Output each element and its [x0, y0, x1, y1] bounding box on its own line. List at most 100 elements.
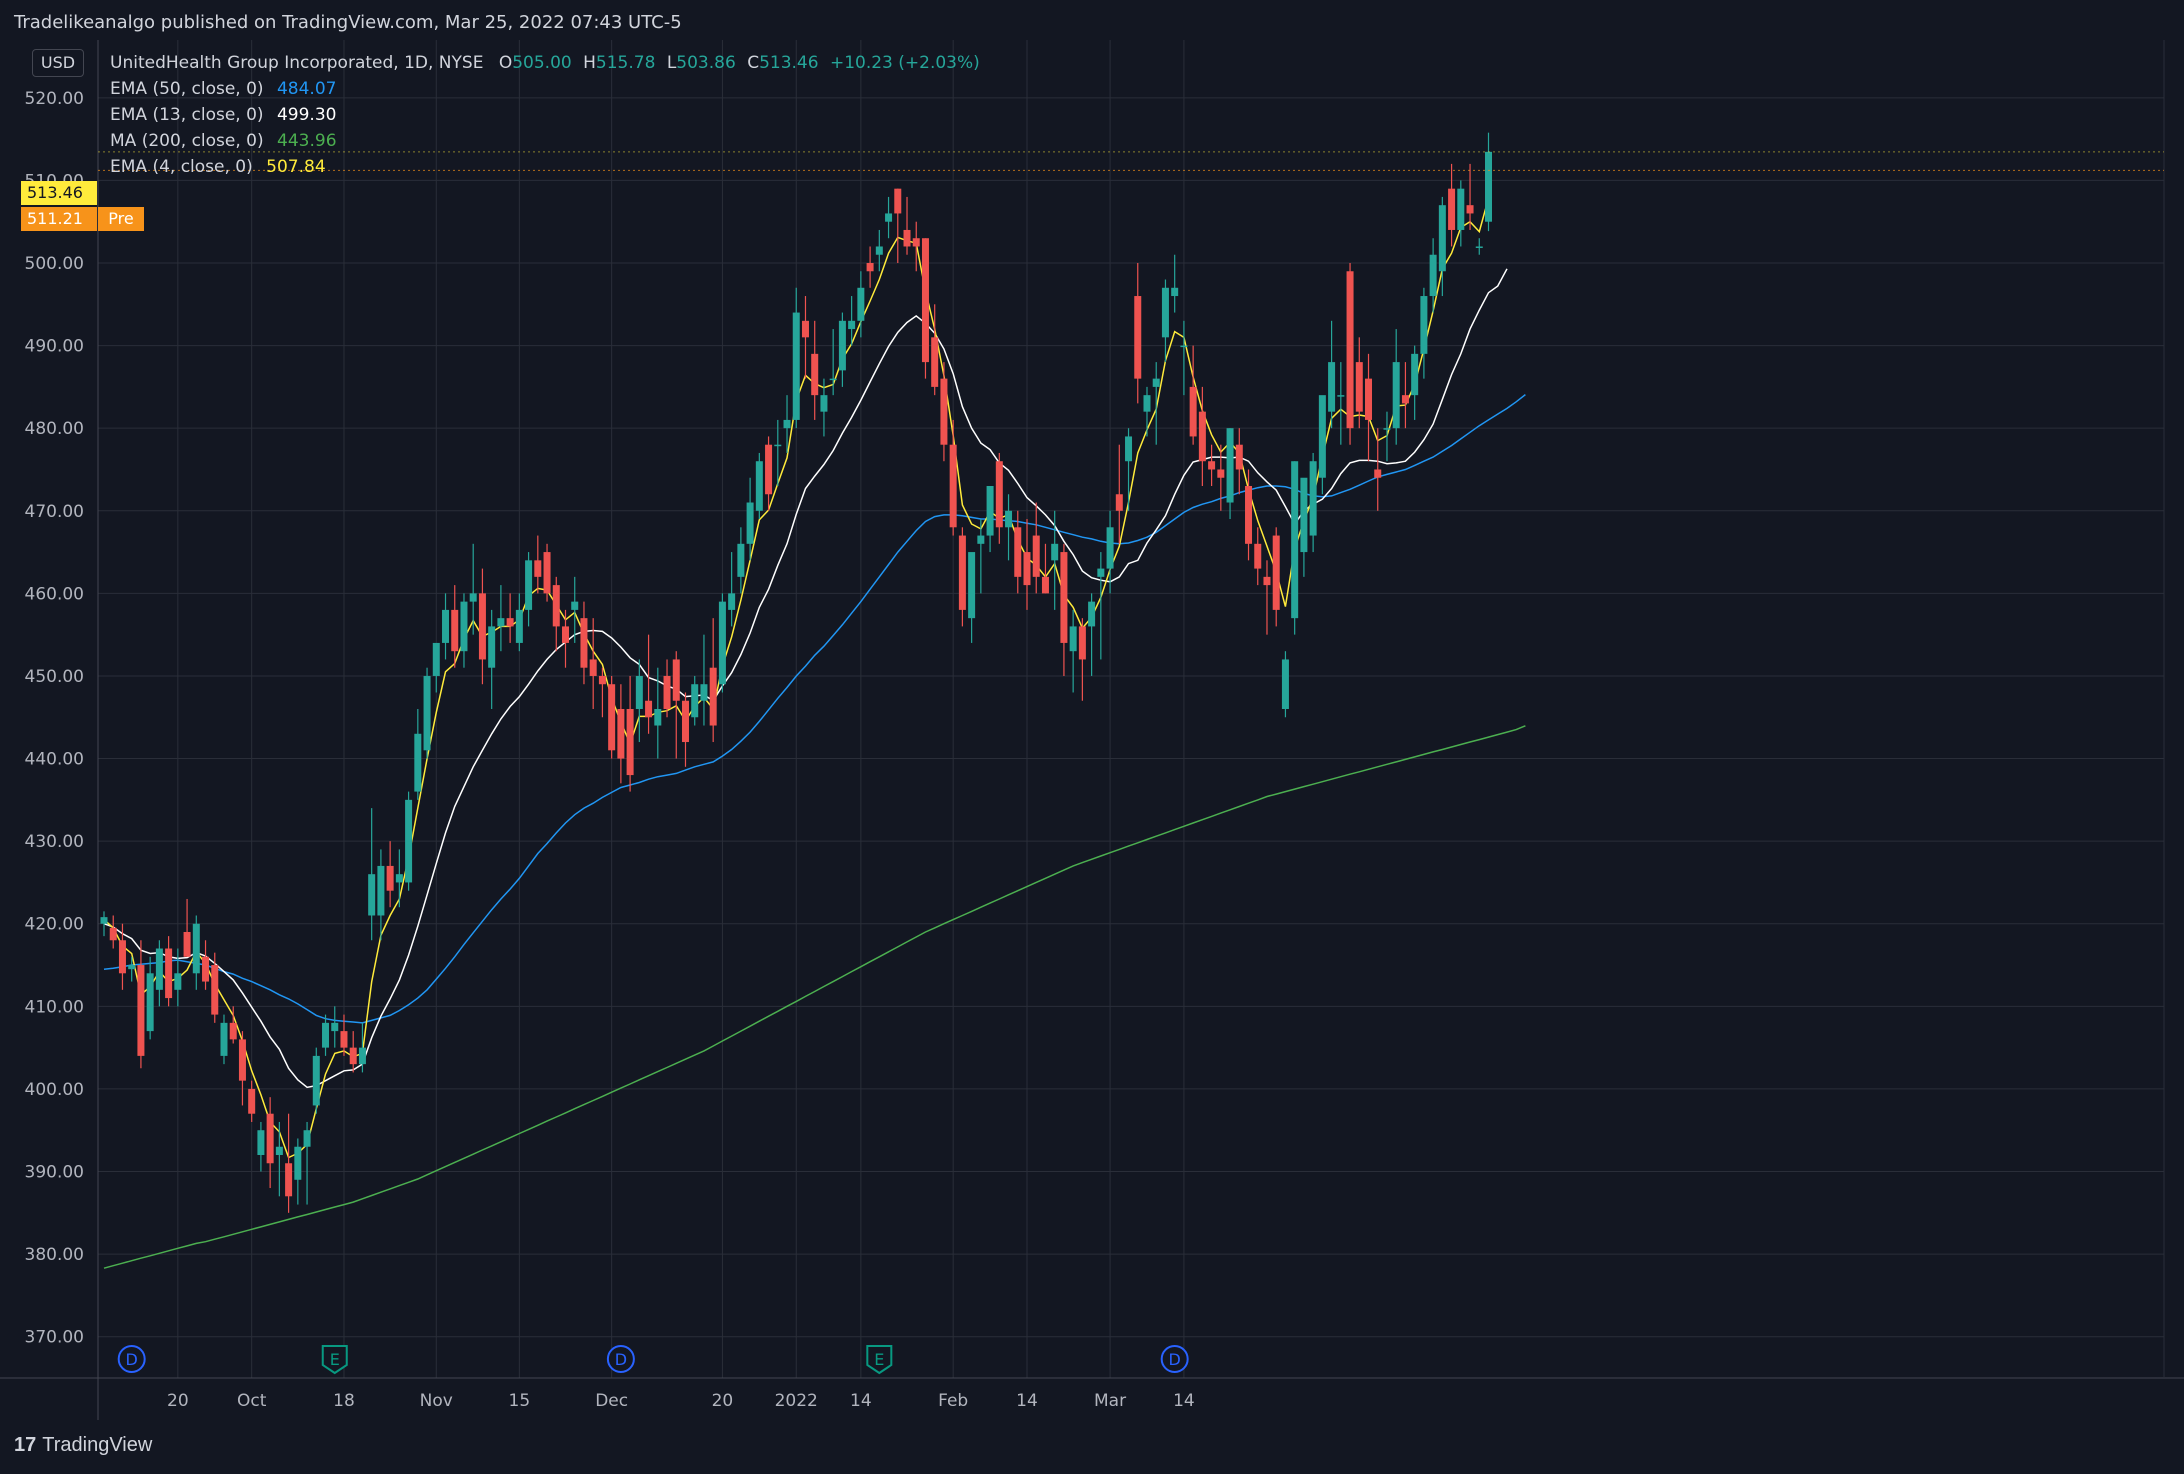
candle	[1438, 196, 1446, 297]
candle	[626, 675, 634, 792]
candle-body	[866, 263, 874, 272]
candle	[1466, 163, 1474, 230]
candle-body	[848, 320, 856, 330]
candle	[1189, 345, 1197, 445]
candle-body	[515, 609, 523, 643]
candle	[589, 618, 597, 709]
dividend-marker-icon[interactable]: D	[1160, 1345, 1189, 1373]
candle	[1291, 461, 1299, 635]
earnings-marker-icon[interactable]: E	[321, 1345, 348, 1375]
candle-body	[1106, 527, 1114, 569]
candle	[1051, 510, 1059, 610]
candle-body	[903, 229, 911, 247]
legend-ema4[interactable]: EMA (4, close, 0) 507.84	[110, 154, 980, 180]
candle-body	[488, 626, 496, 668]
candle-body	[100, 917, 108, 924]
candle	[801, 296, 809, 379]
candle	[1226, 428, 1234, 520]
candle	[838, 312, 846, 387]
y-tick-label: 470.00	[25, 502, 84, 522]
candle	[1374, 428, 1382, 511]
candle	[1217, 444, 1225, 511]
candle-body	[331, 1022, 339, 1032]
candle	[1198, 386, 1206, 486]
candle-body	[552, 585, 560, 627]
candle	[469, 543, 477, 635]
candle-body	[340, 1031, 348, 1048]
candle	[958, 527, 966, 627]
candle	[663, 659, 671, 718]
y-tick-label: 480.00	[25, 419, 84, 439]
x-tick-label: 20	[167, 1391, 189, 1411]
candle-body	[746, 502, 754, 544]
candle-body	[1088, 601, 1096, 627]
candle	[442, 593, 450, 660]
candle	[515, 593, 523, 652]
low-label: L	[666, 53, 677, 73]
candle-body	[986, 486, 994, 536]
candle-body	[663, 675, 671, 709]
candle-body	[1355, 362, 1363, 412]
y-tick-label: 430.00	[25, 832, 84, 852]
x-tick-label: 18	[333, 1391, 355, 1411]
candle	[1365, 353, 1373, 462]
time-axis[interactable]: 20 Oct 18 Nov 15 Dec 20 2022 14 Feb 14 Mar 14	[167, 1391, 1195, 1411]
candle-body	[608, 684, 616, 751]
candle-body	[1365, 378, 1373, 420]
footer: 17 TradingView	[0, 1420, 2184, 1474]
symbol-title[interactable]: UnitedHealth Group Incorporated, 1D, NYS…	[110, 53, 484, 73]
candle-body	[765, 444, 773, 495]
candle-body	[1318, 395, 1326, 478]
candle	[1383, 411, 1391, 462]
marker-shape	[866, 1345, 893, 1375]
indicator-label: EMA (13, close, 0)	[110, 105, 264, 125]
candle-body	[571, 601, 579, 610]
x-tick-label: 14	[1016, 1391, 1038, 1411]
indicator-value: 484.07	[276, 79, 337, 99]
candle-body	[109, 927, 117, 941]
candle-body	[1466, 205, 1474, 214]
x-tick-label: 15	[509, 1391, 531, 1411]
legend-ema50[interactable]: EMA (50, close, 0) 484.07	[110, 76, 980, 102]
candle-body	[958, 535, 966, 610]
legend-ma200[interactable]: MA (200, close, 0) 443.96	[110, 128, 980, 154]
dividend-marker-icon[interactable]: D	[606, 1345, 635, 1373]
chart-legend: UnitedHealth Group Incorporated, 1D, NYS…	[110, 50, 980, 180]
candle-body	[1097, 568, 1105, 577]
candle	[617, 684, 625, 784]
candle	[571, 576, 579, 643]
candle	[580, 601, 588, 685]
candle-body	[423, 675, 431, 751]
candle-body	[192, 923, 200, 974]
ema13-line	[103, 268, 1508, 1089]
candle-body	[931, 337, 939, 387]
candle	[792, 287, 800, 429]
candle	[755, 452, 763, 520]
currency-button[interactable]: USD	[32, 49, 84, 77]
candle	[1411, 345, 1419, 420]
tradingview-logo[interactable]: 17 TradingView	[14, 1434, 152, 1457]
candle	[986, 486, 994, 553]
candle-body	[183, 932, 191, 957]
earnings-marker-icon[interactable]: E	[866, 1345, 893, 1375]
candle-body	[755, 461, 763, 511]
price-axis[interactable]: 370.00 380.00 390.00 400.00 410.00 420.00 430.…	[25, 89, 84, 1348]
dividend-marker-icon[interactable]: D	[117, 1345, 146, 1373]
candle	[635, 659, 643, 743]
candle	[875, 229, 883, 272]
candle-body	[1245, 486, 1253, 544]
candle-body	[1125, 436, 1133, 462]
candle-body	[1217, 469, 1225, 478]
legend-ema13[interactable]: EMA (13, close, 0) 499.30	[110, 102, 980, 128]
marker-label: D	[126, 1350, 138, 1369]
marker-label: E	[874, 1350, 884, 1369]
candle	[811, 320, 819, 420]
candle	[1143, 386, 1151, 437]
candle-body	[1383, 428, 1391, 430]
candle	[1337, 362, 1345, 445]
candle-body	[220, 1022, 228, 1056]
candle	[1475, 238, 1483, 255]
candle	[1208, 444, 1216, 486]
candle-body	[506, 618, 514, 627]
